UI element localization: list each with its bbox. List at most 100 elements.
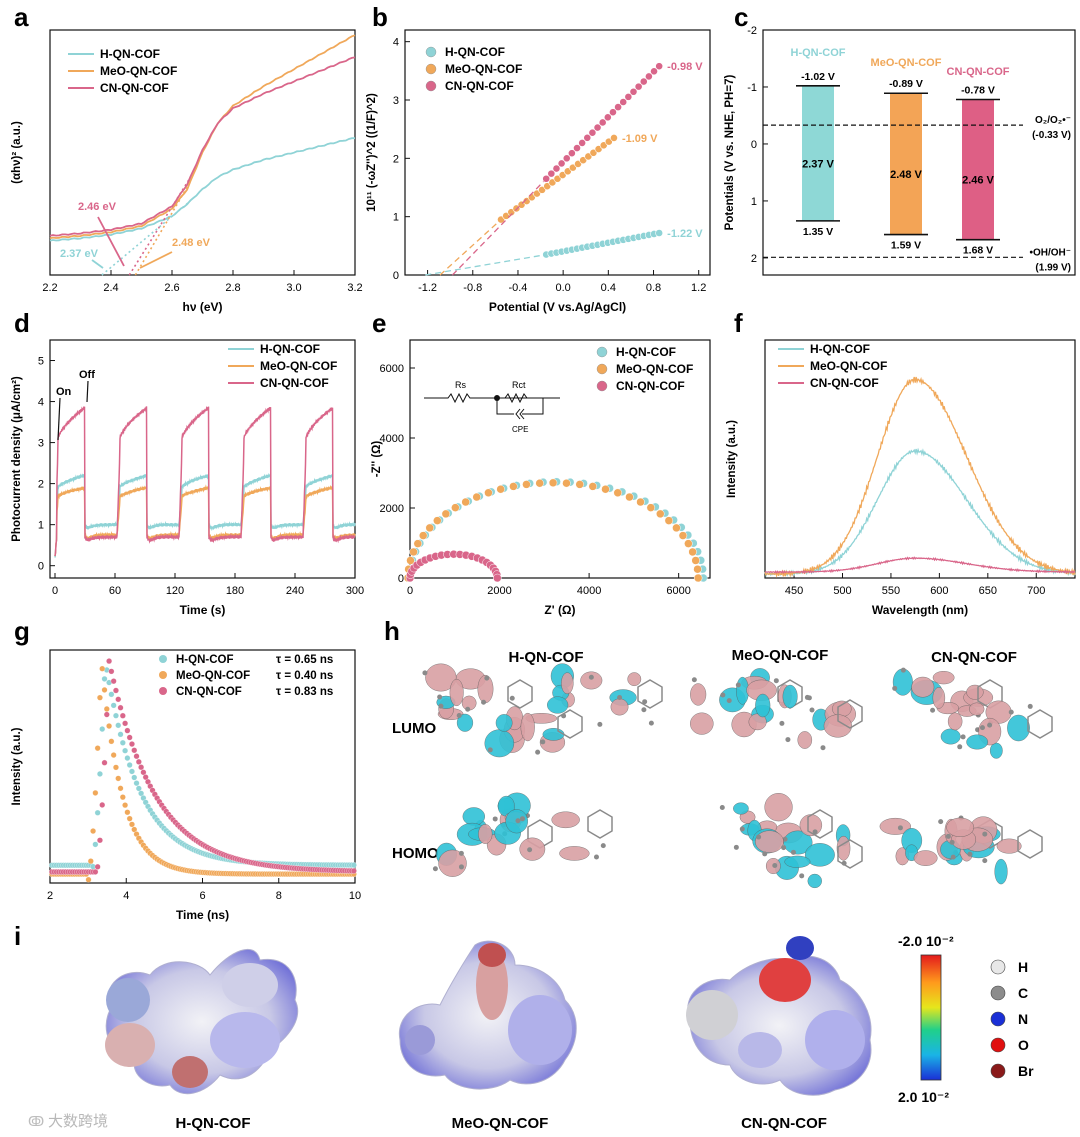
orbital-atom — [979, 725, 985, 731]
chart-g-point — [131, 747, 138, 754]
chart-b-point — [610, 134, 618, 142]
chart-g-xtick-label: 10 — [349, 890, 361, 902]
chart-e-point — [693, 564, 702, 574]
chart-g-point — [92, 841, 99, 848]
chart-b-legend-marker — [425, 63, 437, 75]
chart-g-point — [129, 741, 135, 747]
chart-a-xtick-label: 3.2 — [347, 282, 362, 294]
chart-b-xtick-label: -0.8 — [463, 282, 482, 294]
orbital-row-homo: HOMO — [392, 845, 439, 862]
chart-e-circuit-rct — [504, 392, 528, 404]
chart-c-cb-label: -1.02 V — [801, 71, 835, 83]
chart-e-circuit-rct-label: Rct — [512, 380, 526, 390]
chart-b-point — [573, 144, 581, 152]
orbital-atom — [892, 685, 898, 691]
atom-legend-marker — [990, 1011, 1006, 1027]
chart-e-point — [646, 503, 656, 512]
chart-b-xtick-label: -1.2 — [418, 282, 437, 294]
chart-d-off-arrow — [86, 380, 89, 403]
chart-b-legend-label: MeO-QN-COF — [445, 62, 522, 76]
chart-e-point — [522, 480, 531, 489]
orbital-atom — [938, 819, 944, 825]
orbital-atom — [437, 694, 443, 700]
chart-g-point — [87, 858, 94, 865]
chart-e-point — [664, 516, 674, 525]
orbital-lobe — [610, 698, 629, 716]
chart-a-annotation-arrow — [91, 259, 104, 269]
chart-g-legend-marker — [159, 671, 167, 679]
chart-f-xtick-label: 700 — [1027, 585, 1045, 597]
chart-g-point — [131, 774, 138, 781]
orbital-atom — [648, 720, 654, 726]
orbital-atom — [527, 847, 533, 853]
orbital-lobe — [551, 811, 580, 829]
chart-g-point — [94, 809, 101, 816]
panel-letter-f: f — [734, 308, 743, 338]
esp-molecule-meo — [398, 940, 577, 1090]
orbital-lobe — [784, 855, 811, 868]
chart-b-point — [562, 154, 571, 163]
chart-b-xlabel: Potential (V vs.Ag/AgCl) — [489, 300, 626, 314]
chart-b-frame — [404, 29, 711, 276]
chart-g-legend-marker — [159, 655, 167, 663]
orbital-atom — [772, 862, 778, 868]
watermark-icon: ↂ — [28, 1114, 44, 1129]
orbital-atom — [1027, 703, 1033, 709]
chart-g-point — [113, 687, 119, 694]
orbital-phenyl-ring — [837, 699, 863, 729]
orbital-lobe — [946, 817, 975, 837]
chart-e-point — [441, 509, 451, 519]
chart-d-ytick-label: 4 — [38, 397, 44, 409]
chart-g-point — [96, 837, 103, 844]
chart-c-gap-label: 2.46 V — [962, 175, 994, 187]
chart-e-point — [613, 488, 622, 498]
chart-g-point — [106, 723, 113, 729]
chart-e-point — [656, 509, 665, 519]
chart-a-annotation: 2.37 eV — [60, 248, 99, 260]
chart-g-point — [108, 738, 115, 745]
chart-e-point — [461, 497, 470, 507]
chart-e-point — [406, 556, 415, 565]
chart-e-xtick-label: 4000 — [577, 585, 601, 597]
chart-e-point — [451, 503, 460, 512]
chart-e-xtick-label: 2000 — [487, 585, 511, 597]
chart-g-point — [140, 769, 147, 776]
chart-d-legend-label: CN-QN-COF — [260, 376, 329, 390]
orbital-lobe — [969, 702, 985, 716]
chart-c-reference-label: •OH/OH⁻ — [1029, 247, 1071, 258]
chart-b-point — [619, 98, 628, 106]
orbital-lobe — [996, 838, 1022, 854]
chart-g-point — [126, 734, 133, 741]
chart-c-band-bar — [890, 93, 922, 235]
chart-c-ylabel: Potentials (V vs. NHE, PH=7) — [724, 75, 736, 231]
orbital-phenyl-ring — [837, 839, 863, 869]
chart-d-series-line — [54, 472, 356, 558]
chart-a-ylabel: (αhν)² (a.u.) — [11, 121, 23, 184]
chart-g-point — [96, 770, 103, 777]
chart-g-point — [119, 739, 126, 746]
chart-e-point — [496, 484, 505, 494]
chart-g-point — [135, 785, 142, 792]
chart-d-xtick-label: 0 — [52, 585, 58, 597]
orbital-atom — [456, 713, 462, 719]
chart-g-point — [103, 711, 110, 718]
orbital-atom — [422, 670, 428, 676]
chart-g-point — [96, 694, 103, 701]
chart-g-point — [94, 745, 101, 752]
orbital-lobe — [438, 849, 467, 877]
orbital-atom — [600, 843, 606, 849]
chart-g-point — [133, 780, 140, 787]
orbital-atom — [432, 866, 438, 872]
chart-e-point — [691, 556, 700, 565]
orbital-lobe — [832, 700, 852, 717]
orbital-atom — [804, 694, 810, 700]
chart-g-point — [117, 731, 124, 738]
orbital-atom — [790, 849, 796, 855]
chart-b-point — [552, 164, 561, 173]
atom-legend-label: O — [1018, 1037, 1029, 1053]
orbital-lobe — [989, 742, 1003, 759]
orbital-atom — [987, 722, 993, 728]
chart-g-lifetime-label: τ = 0.83 ns — [276, 686, 333, 698]
chart-e-point — [693, 573, 703, 583]
